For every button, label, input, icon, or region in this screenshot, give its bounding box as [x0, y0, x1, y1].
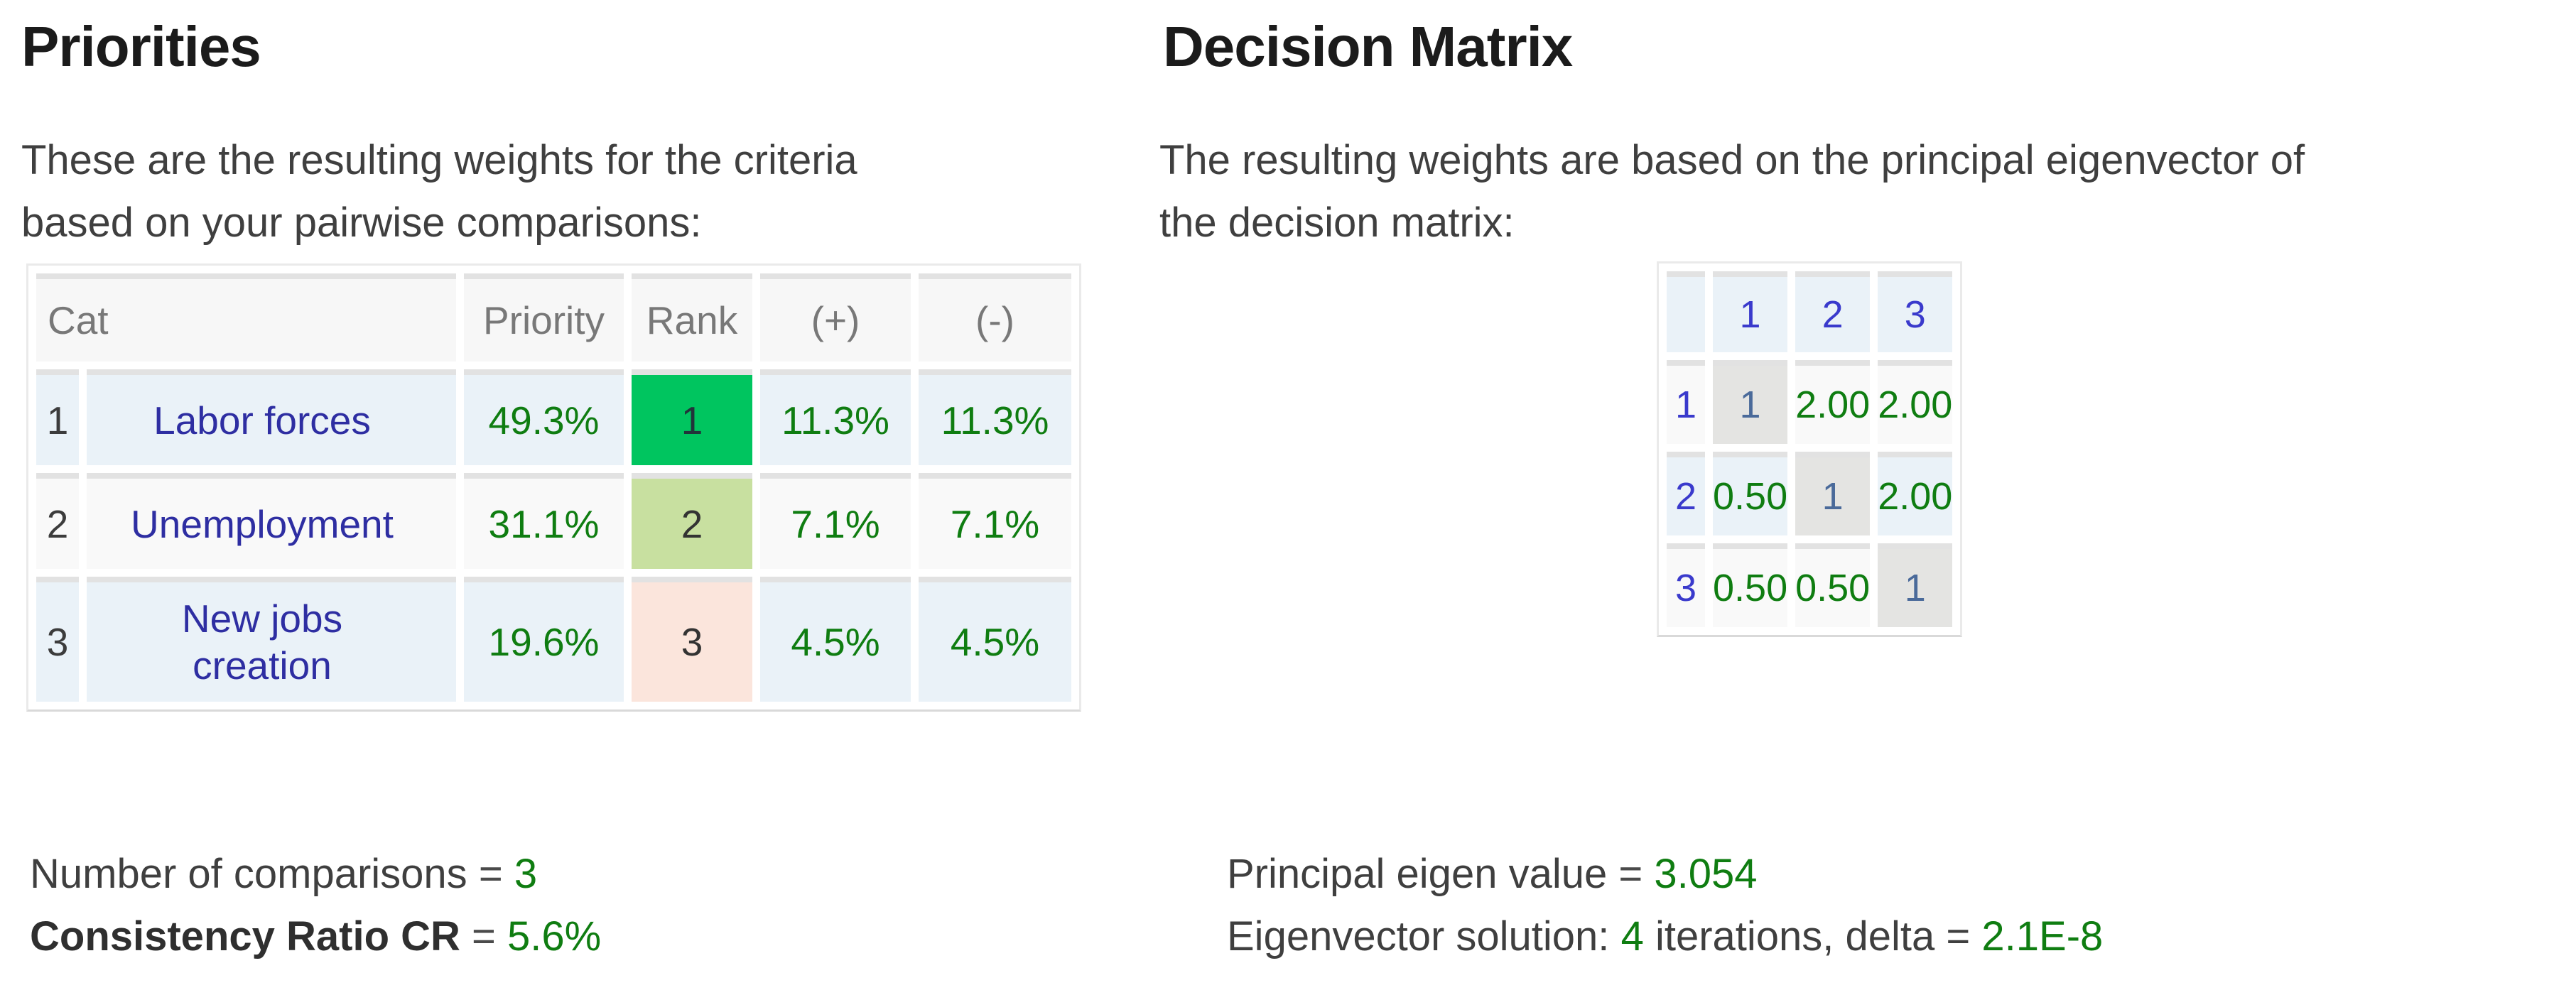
priority-value: 31.1% — [464, 473, 624, 569]
eigenvalue-line: Principal eigen value = 3.054 — [1227, 843, 2103, 906]
rank-value: 1 — [632, 369, 752, 465]
matrix-cell-diagonal: 1 — [1878, 543, 1953, 627]
matrix-cell-diagonal: 1 — [1795, 452, 1871, 535]
eigenvalue-label: Principal eigen value — [1227, 851, 1608, 897]
table-row: 1 Labor forces 49.3% 1 11.3% 11.3% — [36, 369, 1071, 465]
solution-middle: iterations, delta = — [1655, 913, 1971, 959]
equals-sign: = — [478, 851, 503, 897]
comparisons-value: 3 — [514, 851, 538, 897]
priorities-header-row: Cat Priority Rank (+) (-) — [36, 273, 1071, 361]
row-index: 2 — [36, 473, 79, 569]
decision-matrix-table: 1 2 3 1 1 2.00 2.00 2 0.50 1 2.00 3 0.50… — [1657, 261, 1963, 637]
eigenvalue-value: 3.054 — [1654, 851, 1758, 897]
minus-value: 7.1% — [919, 473, 1071, 569]
row-index: 3 — [36, 577, 79, 702]
table-row: 2 Unemployment 31.1% 2 7.1% 7.1% — [36, 473, 1071, 569]
matrix-col-header: 2 — [1795, 271, 1871, 352]
decision-matrix-title: Decision Matrix — [1163, 15, 1573, 78]
col-header-priority: Priority — [464, 273, 624, 361]
matrix-cell-diagonal: 1 — [1713, 360, 1788, 444]
plus-value: 11.3% — [760, 369, 911, 465]
matrix-cell: 2.00 — [1878, 360, 1953, 444]
table-row: 3 New jobs creation 19.6% 3 4.5% 4.5% — [36, 577, 1071, 702]
delta-value: 2.1E-8 — [1981, 913, 2104, 959]
matrix-row-header: 3 — [1667, 543, 1705, 627]
priorities-title: Priorities — [21, 15, 261, 78]
priority-value: 49.3% — [464, 369, 624, 465]
equals-sign: = — [472, 913, 496, 959]
priorities-intro: These are the resulting weights for the … — [21, 137, 857, 246]
priority-value: 19.6% — [464, 577, 624, 702]
comparisons-label: Number of comparisons — [30, 851, 467, 897]
matrix-header-row: 1 2 3 — [1667, 271, 1953, 352]
equals-sign: = — [1618, 851, 1643, 897]
matrix-cell: 2.00 — [1795, 360, 1871, 444]
col-header-cat: Cat — [36, 273, 456, 361]
consistency-ratio-label: Consistency Ratio CR — [30, 913, 460, 959]
minus-value: 4.5% — [919, 577, 1071, 702]
consistency-ratio-value: 5.6% — [507, 913, 602, 959]
plus-value: 7.1% — [760, 473, 911, 569]
matrix-cell: 0.50 — [1713, 452, 1788, 535]
matrix-row: 1 1 2.00 2.00 — [1667, 360, 1953, 444]
consistency-stats: Number of comparisons = 3 Consistency Ra… — [30, 843, 601, 968]
criterion-label: New jobs creation — [87, 577, 456, 702]
col-header-minus: (-) — [919, 273, 1071, 361]
iterations-value: 4 — [1620, 913, 1644, 959]
col-header-rank: Rank — [632, 273, 752, 361]
priorities-table: Cat Priority Rank (+) (-) 1 Labor forces… — [26, 263, 1081, 712]
solution-prefix: Eigenvector solution: — [1227, 913, 1610, 959]
comparisons-line: Number of comparisons = 3 — [30, 843, 601, 906]
matrix-cell: 2.00 — [1878, 452, 1953, 535]
consistency-ratio-line: Consistency Ratio CR = 5.6% — [30, 906, 601, 968]
matrix-col-header: 3 — [1878, 271, 1953, 352]
criterion-label: Unemployment — [87, 473, 456, 569]
matrix-col-header: 1 — [1713, 271, 1788, 352]
matrix-row-header: 1 — [1667, 360, 1705, 444]
matrix-row: 2 0.50 1 2.00 — [1667, 452, 1953, 535]
matrix-corner-cell — [1667, 271, 1705, 352]
col-header-plus: (+) — [760, 273, 911, 361]
minus-value: 11.3% — [919, 369, 1071, 465]
eigenvector-solution-line: Eigenvector solution: 4 iterations, delt… — [1227, 906, 2103, 968]
plus-value: 4.5% — [760, 577, 911, 702]
eigen-stats: Principal eigen value = 3.054 Eigenvecto… — [1227, 843, 2103, 968]
matrix-cell: 0.50 — [1713, 543, 1788, 627]
matrix-cell: 0.50 — [1795, 543, 1871, 627]
row-index: 1 — [36, 369, 79, 465]
decision-matrix-intro: The resulting weights are based on the p… — [1159, 137, 2305, 246]
matrix-row: 3 0.50 0.50 1 — [1667, 543, 1953, 627]
rank-value: 2 — [632, 473, 752, 569]
criterion-label: Labor forces — [87, 369, 456, 465]
matrix-row-header: 2 — [1667, 452, 1705, 535]
rank-value: 3 — [632, 577, 752, 702]
